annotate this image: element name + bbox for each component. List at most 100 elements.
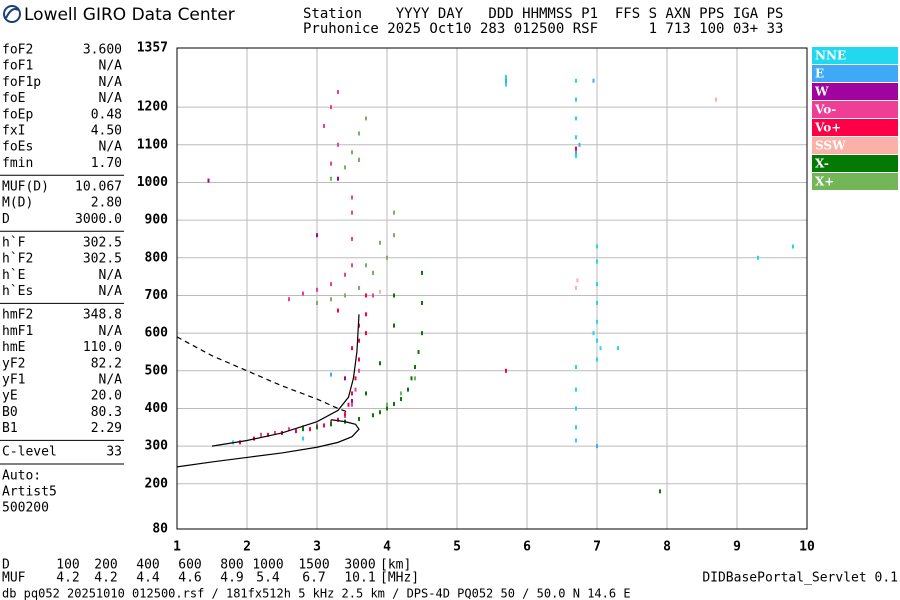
echo-point (379, 410, 381, 415)
legend-swatch (812, 119, 898, 136)
echo-point (330, 422, 332, 427)
echo-point (309, 427, 311, 432)
echo-point (316, 233, 318, 238)
echo-point (421, 301, 423, 306)
param-value: N/A (99, 75, 123, 90)
echo-point (421, 270, 423, 275)
muf-cell: 400 (136, 558, 159, 573)
param-value: 1.70 (91, 156, 122, 171)
param-label: h`F (2, 236, 26, 251)
header-line: Station YYYY DAY DDD HHMMSS P1 FFS S AXN… (303, 6, 783, 22)
x-tick-label: 6 (523, 540, 531, 555)
echo-point (414, 365, 416, 370)
echo-point (365, 331, 367, 336)
legend-label: NNE (815, 49, 846, 63)
note: 500200 (2, 501, 49, 516)
legend-label: SSW (815, 139, 846, 153)
param-label: B0 (2, 405, 18, 420)
y-tick-label: 600 (145, 326, 169, 341)
muf-cell: 4.9 (220, 571, 243, 586)
muf-cell: 4.4 (136, 571, 160, 586)
note: Artist5 (2, 485, 57, 500)
echo-point (575, 438, 577, 443)
param-label: hmF2 (2, 308, 33, 323)
echo-point (347, 402, 350, 407)
param-label: MUF(D) (2, 180, 49, 195)
echo-point (207, 178, 210, 183)
legend-label: X+ (815, 175, 834, 189)
echo-point (599, 346, 602, 351)
param-value: 20.0 (91, 389, 122, 404)
echo-point (386, 406, 388, 411)
param-value: 4.50 (91, 124, 122, 139)
param-value: 82.2 (91, 356, 122, 371)
muf-cell: 100 (56, 558, 79, 573)
echo-point (393, 401, 395, 406)
echo-point (410, 376, 413, 381)
echo-point (617, 346, 619, 351)
echo-point (659, 489, 661, 494)
x-tick-label: 1 (173, 540, 181, 555)
param-value: 2.29 (91, 421, 122, 436)
x-tick-label: 5 (453, 540, 461, 555)
y-tick-label: 1357 (137, 41, 168, 56)
y-tick-label: 1000 (137, 175, 168, 190)
footer: db pq052 20251010 012500.rsf / 181fx512h… (2, 587, 631, 600)
echo-point (505, 75, 507, 80)
servlet: DIDBasePortal_Servlet 0.1 (702, 571, 898, 586)
echo-point (316, 287, 318, 292)
param-value: 80.3 (91, 405, 122, 420)
param-value: N/A (99, 284, 123, 299)
echo-point (393, 233, 395, 238)
muf-cell: 3000 (344, 558, 375, 573)
echo-point (323, 123, 325, 128)
echo-point (260, 432, 262, 437)
echo-point (596, 319, 598, 324)
echo-point (358, 338, 360, 343)
x-tick-label: 8 (663, 540, 671, 555)
param-label: hmF1 (2, 324, 33, 339)
echo-point (358, 368, 360, 373)
legend-label: E (815, 67, 824, 81)
muf-cell: 10.1 (344, 571, 375, 586)
muf-cell: 4.2 (94, 571, 117, 586)
y-tick-label: 500 (145, 363, 169, 378)
echo-point (575, 387, 577, 392)
muf-cell: 1500 (298, 558, 329, 573)
x-tick-label: 9 (733, 540, 741, 555)
echo-point (379, 361, 381, 366)
echo-point (576, 278, 579, 283)
echo-point (344, 165, 346, 170)
x-tick-label: 7 (593, 540, 601, 555)
x-tick-label: 10 (799, 540, 815, 555)
echo-point (358, 131, 360, 136)
y-tick-label: 1100 (137, 137, 168, 152)
param-label: foF2 (2, 43, 33, 58)
echo-point (351, 195, 353, 200)
echo-point (316, 301, 318, 306)
muf-cell: 600 (178, 558, 201, 573)
profile-line (211, 314, 360, 447)
param-label: fmin (2, 156, 33, 171)
y-tick-label: 400 (145, 401, 169, 416)
echo-point (323, 423, 325, 428)
param-label: B1 (2, 421, 18, 436)
param-value: 110.0 (83, 340, 122, 355)
echo-point (393, 293, 395, 298)
profile-line (176, 419, 360, 468)
echo-point (505, 78, 507, 83)
echo-point (330, 161, 332, 166)
param-label: yF2 (2, 356, 25, 371)
plot-frame (176, 47, 808, 530)
param-label: yF1 (2, 373, 25, 388)
echo-point (575, 406, 577, 411)
y-tick-label: 200 (145, 476, 169, 491)
echo-point (330, 105, 332, 110)
echo-point (792, 244, 794, 249)
echo-point (358, 323, 360, 328)
param-label: h`E (2, 268, 25, 283)
param-value: 10.067 (75, 180, 122, 195)
echo-point (365, 293, 367, 298)
echo-point (386, 255, 388, 260)
echo-point (596, 444, 598, 449)
